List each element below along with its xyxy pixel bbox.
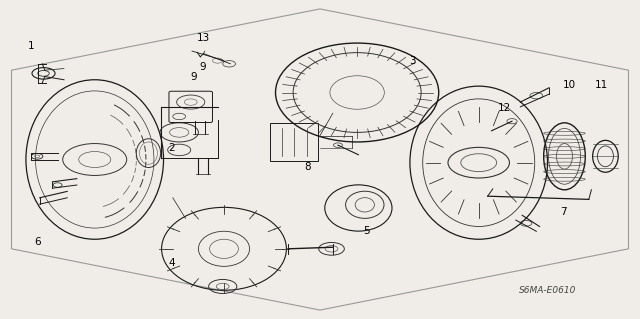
Text: 5: 5 (363, 226, 369, 236)
Text: 12: 12 (498, 103, 511, 114)
Text: 9: 9 (190, 71, 196, 82)
Text: 6: 6 (34, 237, 40, 248)
Text: 8: 8 (304, 162, 310, 173)
Text: 7: 7 (560, 207, 566, 217)
Text: 13: 13 (197, 33, 210, 43)
Text: S6MA-E0610: S6MA-E0610 (519, 286, 577, 295)
Text: 1: 1 (28, 41, 34, 51)
Text: 3: 3 (409, 56, 415, 66)
Text: 10: 10 (563, 79, 576, 90)
Text: 11: 11 (595, 79, 608, 90)
Bar (270, 123, 318, 161)
Text: 9: 9 (199, 62, 205, 72)
Text: 2: 2 (168, 143, 175, 153)
Text: 4: 4 (168, 258, 175, 268)
